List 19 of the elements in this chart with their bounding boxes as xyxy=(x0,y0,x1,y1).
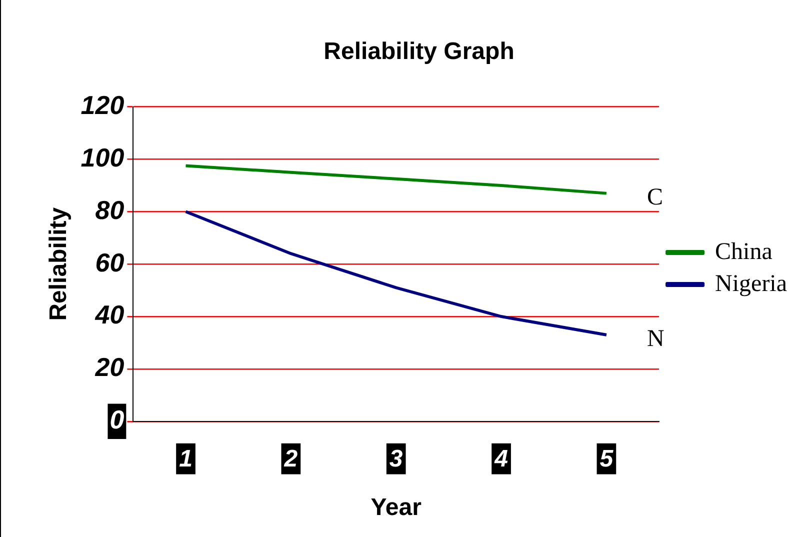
y-tick-label: 120 xyxy=(80,90,125,120)
y-tick-label: 80 xyxy=(95,194,125,225)
annotation: N xyxy=(647,326,664,352)
y-tick-label: 60 xyxy=(95,247,125,278)
x-tick-label: 3 xyxy=(389,445,404,472)
annotation: C xyxy=(647,184,664,211)
x-tick-label: 2 xyxy=(283,445,298,472)
legend-label: Nigeria xyxy=(715,270,788,297)
legend-label: China xyxy=(715,238,773,265)
x-tick-label: 4 xyxy=(494,445,508,472)
y-tick-label: 0 xyxy=(110,404,125,435)
y-tick-label: 100 xyxy=(80,142,125,172)
y-axis-title: Reliability xyxy=(45,206,72,321)
x-tick-label: 5 xyxy=(600,445,614,472)
y-tick-label: 40 xyxy=(94,300,125,330)
y-tick-label: 20 xyxy=(94,352,125,382)
x-axis-title: Year xyxy=(370,494,422,522)
x-tick-label: 1 xyxy=(179,445,192,472)
chart-title: Reliability Graph xyxy=(324,38,514,66)
